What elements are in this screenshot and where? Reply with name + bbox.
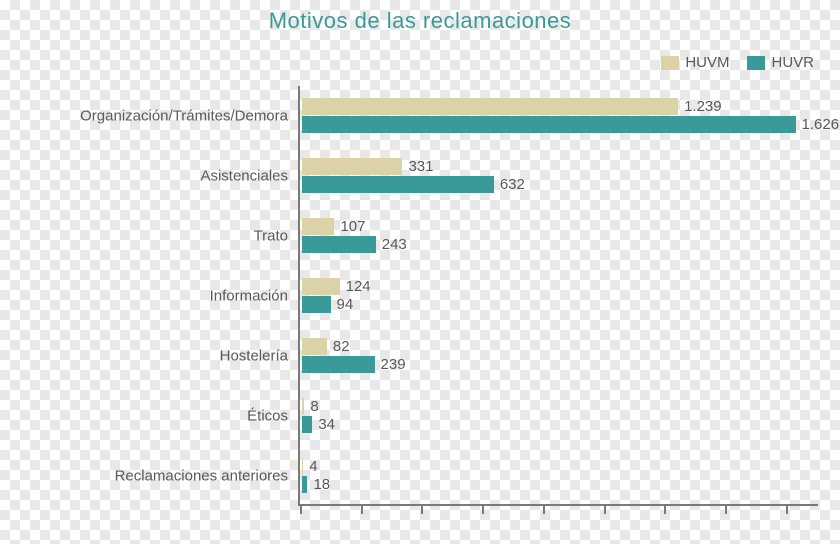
- legend-item-huvr: HUVR: [747, 54, 814, 71]
- legend-label-huvr: HUVR: [771, 54, 814, 71]
- y-axis: Organización/Trámites/Demora Asistenciale…: [0, 86, 300, 506]
- value-label-huvr: 239: [381, 356, 406, 373]
- bar-huvm: [302, 218, 334, 235]
- value-label-huvr: 632: [500, 176, 525, 193]
- bar-huvr: [302, 356, 375, 373]
- value-label-huvr: 94: [337, 296, 354, 313]
- legend-label-huvm: HUVM: [685, 54, 729, 71]
- bar-huvm: [302, 458, 303, 475]
- value-label-huvm: 1.239: [684, 98, 722, 115]
- value-label-huvr: 34: [318, 416, 335, 433]
- value-label-huvm: 331: [408, 158, 433, 175]
- bar-huvm: [302, 398, 304, 415]
- bars-area: 1.2391.6263316321072431249482239834418: [302, 86, 818, 506]
- legend-item-huvm: HUVM: [661, 54, 729, 71]
- value-label-huvm: 82: [333, 338, 350, 355]
- bar-huvm: [302, 278, 340, 295]
- x-tick: [604, 506, 606, 514]
- value-label-huvr: 18: [313, 476, 330, 493]
- chart-title: Motivos de las reclamaciones: [0, 8, 840, 34]
- legend-swatch-huvr: [747, 56, 765, 70]
- bar-huvr: [302, 416, 312, 433]
- x-tick: [543, 506, 545, 514]
- bar-huvr: [302, 116, 796, 133]
- category-label: Trato: [254, 228, 288, 245]
- value-label-huvm: 4: [309, 458, 317, 475]
- bar-huvm: [302, 98, 678, 115]
- category-label: Éticos: [247, 408, 288, 425]
- value-label-huvm: 124: [346, 278, 371, 295]
- plot-area: Organización/Trámites/Demora Asistenciale…: [0, 86, 818, 506]
- x-tick: [786, 506, 788, 514]
- x-tick: [421, 506, 423, 514]
- category-label: Información: [210, 288, 288, 305]
- category-label: Organización/Trámites/Demora: [80, 108, 288, 125]
- bar-huvm: [302, 158, 402, 175]
- bar-huvr: [302, 236, 376, 253]
- bar-huvr: [302, 176, 494, 193]
- category-label: Hostelería: [220, 348, 288, 365]
- bar-huvr: [302, 476, 307, 493]
- value-label-huvr: 243: [382, 236, 407, 253]
- bar-huvm: [302, 338, 327, 355]
- category-label: Asistenciales: [200, 168, 288, 185]
- x-tick: [482, 506, 484, 514]
- x-axis: [300, 504, 818, 506]
- x-tick: [300, 506, 302, 514]
- category-label: Reclamaciones anteriores: [115, 468, 288, 485]
- legend-swatch-huvm: [661, 56, 679, 70]
- x-tick: [664, 506, 666, 514]
- x-tick: [361, 506, 363, 514]
- legend: HUVM HUVR: [661, 54, 814, 71]
- value-label-huvm: 107: [340, 218, 365, 235]
- value-label-huvr: 1.626: [802, 116, 840, 133]
- bar-huvr: [302, 296, 331, 313]
- value-label-huvm: 8: [310, 398, 318, 415]
- x-tick: [725, 506, 727, 514]
